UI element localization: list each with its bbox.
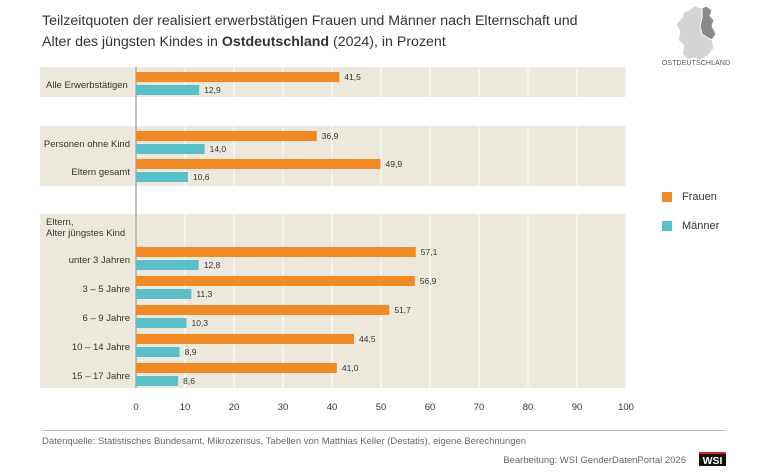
- data-label-maenner: 10,3: [191, 318, 208, 328]
- category-label: Eltern gesamt: [71, 167, 130, 178]
- bar-maenner: [136, 144, 205, 154]
- x-tick-label: 90: [572, 402, 583, 413]
- x-tick-label: 10: [180, 402, 191, 413]
- legend-item-maenner: Männer: [662, 220, 719, 232]
- title-region: Ostdeutschland: [221, 34, 330, 50]
- bar-frauen: [136, 159, 381, 169]
- data-label-frauen: 41,5: [344, 72, 361, 82]
- category-label: unter 3 Jahren: [69, 255, 130, 266]
- legend-item-frauen: Frauen: [662, 191, 717, 203]
- category-label: Alle Erwerbstätigen: [46, 80, 128, 91]
- x-tick-label: 40: [327, 402, 338, 413]
- x-tick-label: 70: [474, 402, 485, 413]
- bar-frauen: [136, 305, 390, 315]
- bar-maenner: [136, 260, 199, 270]
- bar-maenner: [136, 172, 188, 182]
- category-label: 3 – 5 Jahre: [82, 284, 130, 295]
- title-line-2: Alter des jüngsten Kindes in: [42, 34, 222, 50]
- x-tick-label: 20: [229, 402, 240, 413]
- bar-maenner: [136, 347, 180, 357]
- x-tick-label: 50: [376, 402, 387, 413]
- bar-frauen: [136, 276, 415, 286]
- legend-swatch-maenner: [662, 221, 672, 231]
- category-label: 15 – 17 Jahre: [72, 371, 130, 382]
- bar-frauen: [136, 131, 317, 141]
- bar-maenner: [136, 289, 192, 299]
- data-label-maenner: 8,6: [183, 376, 195, 386]
- x-tick-label: 60: [425, 402, 436, 413]
- data-label-maenner: 11,3: [196, 289, 212, 299]
- map-label: OSTDEUTSCHLAND: [661, 60, 731, 67]
- data-label-frauen: 49,9: [386, 159, 403, 169]
- bar-maenner: [136, 376, 179, 386]
- x-tick-label: 80: [523, 402, 534, 413]
- credit-note: Bearbeitung: WSI GenderDatenPortal 2026: [503, 455, 686, 466]
- legend-swatch-frauen: [662, 192, 672, 202]
- title-suffix: (2024), in Prozent: [329, 34, 446, 50]
- category-label: 10 – 14 Jahre: [72, 342, 130, 353]
- x-tick-label: 0: [133, 402, 138, 413]
- data-label-maenner: 12,8: [204, 260, 221, 270]
- bar-frauen: [136, 363, 337, 373]
- data-label-frauen: 57,1: [421, 247, 438, 257]
- data-label-frauen: 56,9: [420, 276, 437, 286]
- section-header-line-0: Eltern,: [46, 217, 73, 228]
- bar-maenner: [136, 318, 187, 328]
- x-tick-label: 30: [278, 402, 289, 413]
- category-label: Personen ohne Kind: [44, 139, 130, 150]
- category-label: 6 – 9 Jahre: [82, 313, 130, 324]
- wsi-logo: WSI: [699, 452, 726, 467]
- data-label-maenner: 12,9: [204, 85, 221, 95]
- bar-frauen: [136, 247, 416, 257]
- source-note: Datenquelle: Statistisches Bundesamt, Mi…: [42, 436, 527, 447]
- data-label-frauen: 41,0: [342, 363, 359, 373]
- bar-maenner: [136, 85, 200, 95]
- row-band-2: [40, 214, 626, 388]
- legend-label-maenner: Männer: [682, 220, 720, 232]
- legend-label-frauen: Frauen: [682, 191, 717, 203]
- data-label-frauen: 51,7: [394, 305, 411, 315]
- x-tick-label: 100: [618, 402, 634, 413]
- section-header-line-1: Alter jüngstes Kind: [46, 228, 125, 239]
- bar-frauen: [136, 72, 340, 82]
- data-label-maenner: 10,6: [193, 172, 210, 182]
- data-label-frauen: 36,9: [322, 131, 339, 141]
- chart-title: Teilzeitquoten der realisiert erwerbstät…: [42, 11, 602, 53]
- bar-frauen: [136, 334, 355, 344]
- data-label-maenner: 14,0: [210, 144, 227, 154]
- title-line-1: Teilzeitquoten der realisiert erwerbstät…: [42, 13, 578, 29]
- footer-divider: [42, 430, 726, 431]
- data-label-frauen: 44,5: [359, 334, 376, 344]
- data-label-maenner: 8,9: [185, 347, 197, 357]
- germany-map-icon: [675, 5, 717, 61]
